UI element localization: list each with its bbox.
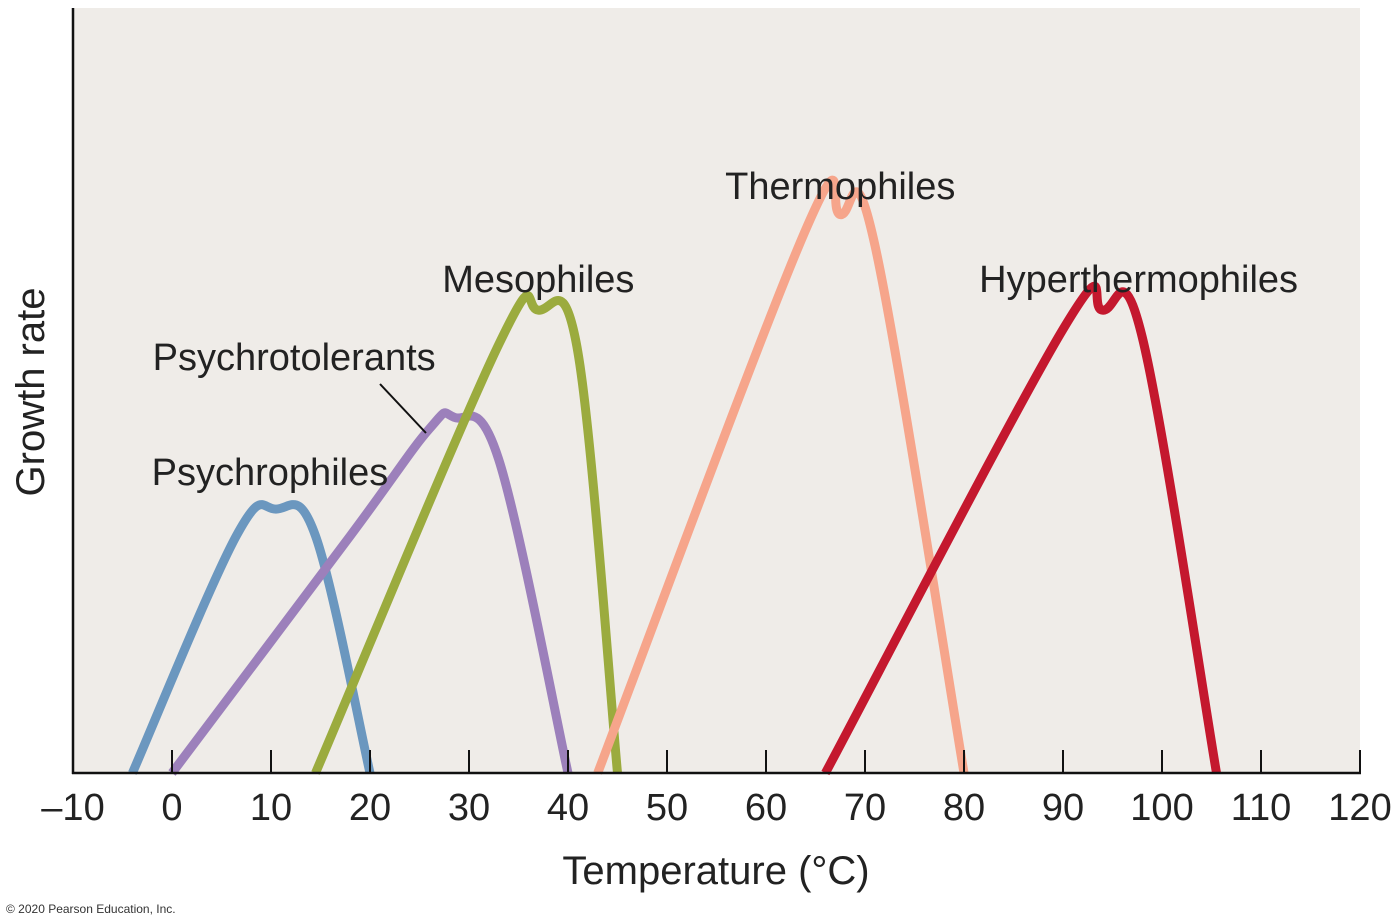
x-tick-label: 70: [844, 787, 886, 829]
x-tick-label: 110: [1231, 787, 1292, 829]
copyright-notice: © 2020 Pearson Education, Inc.: [6, 902, 176, 916]
x-tick-label: 20: [349, 787, 391, 829]
x-tick-label: 30: [448, 787, 490, 829]
series-label-thermophiles: Thermophiles: [725, 166, 955, 208]
series-line-thermophiles: [593, 175, 969, 775]
series-label-psychrophiles: Psychrophiles: [152, 452, 389, 494]
series-label-hyperthermophiles: Hyperthermophiles: [979, 259, 1298, 301]
x-tick-label: 80: [943, 787, 985, 829]
psychrotolerants-leader-line: [379, 383, 427, 434]
x-tick-label: 40: [547, 787, 589, 829]
series-label-mesophiles: Mesophiles: [442, 259, 634, 301]
x-tick-label: 90: [1042, 787, 1084, 829]
x-tick-label: 60: [745, 787, 787, 829]
x-tick-label: 100: [1130, 787, 1193, 829]
series-line-psychrotolerants: [168, 408, 573, 776]
series-line-hyperthermophiles: [821, 281, 1221, 776]
x-tick-label: 50: [646, 787, 688, 829]
series-line-psychrophiles: [128, 500, 375, 775]
x-tick-label: 10: [250, 787, 292, 829]
x-axis-title: Temperature (°C): [562, 849, 869, 893]
plot-area: [73, 8, 1360, 773]
y-axis-title: Growth rate: [9, 288, 53, 497]
x-tick-label: –10: [41, 787, 104, 829]
series-line-mesophiles: [311, 290, 622, 775]
x-tick-label: 0: [161, 787, 182, 829]
series-label-psychrotolerants: Psychrotolerants: [153, 337, 436, 379]
x-tick-label: 120: [1328, 787, 1391, 829]
